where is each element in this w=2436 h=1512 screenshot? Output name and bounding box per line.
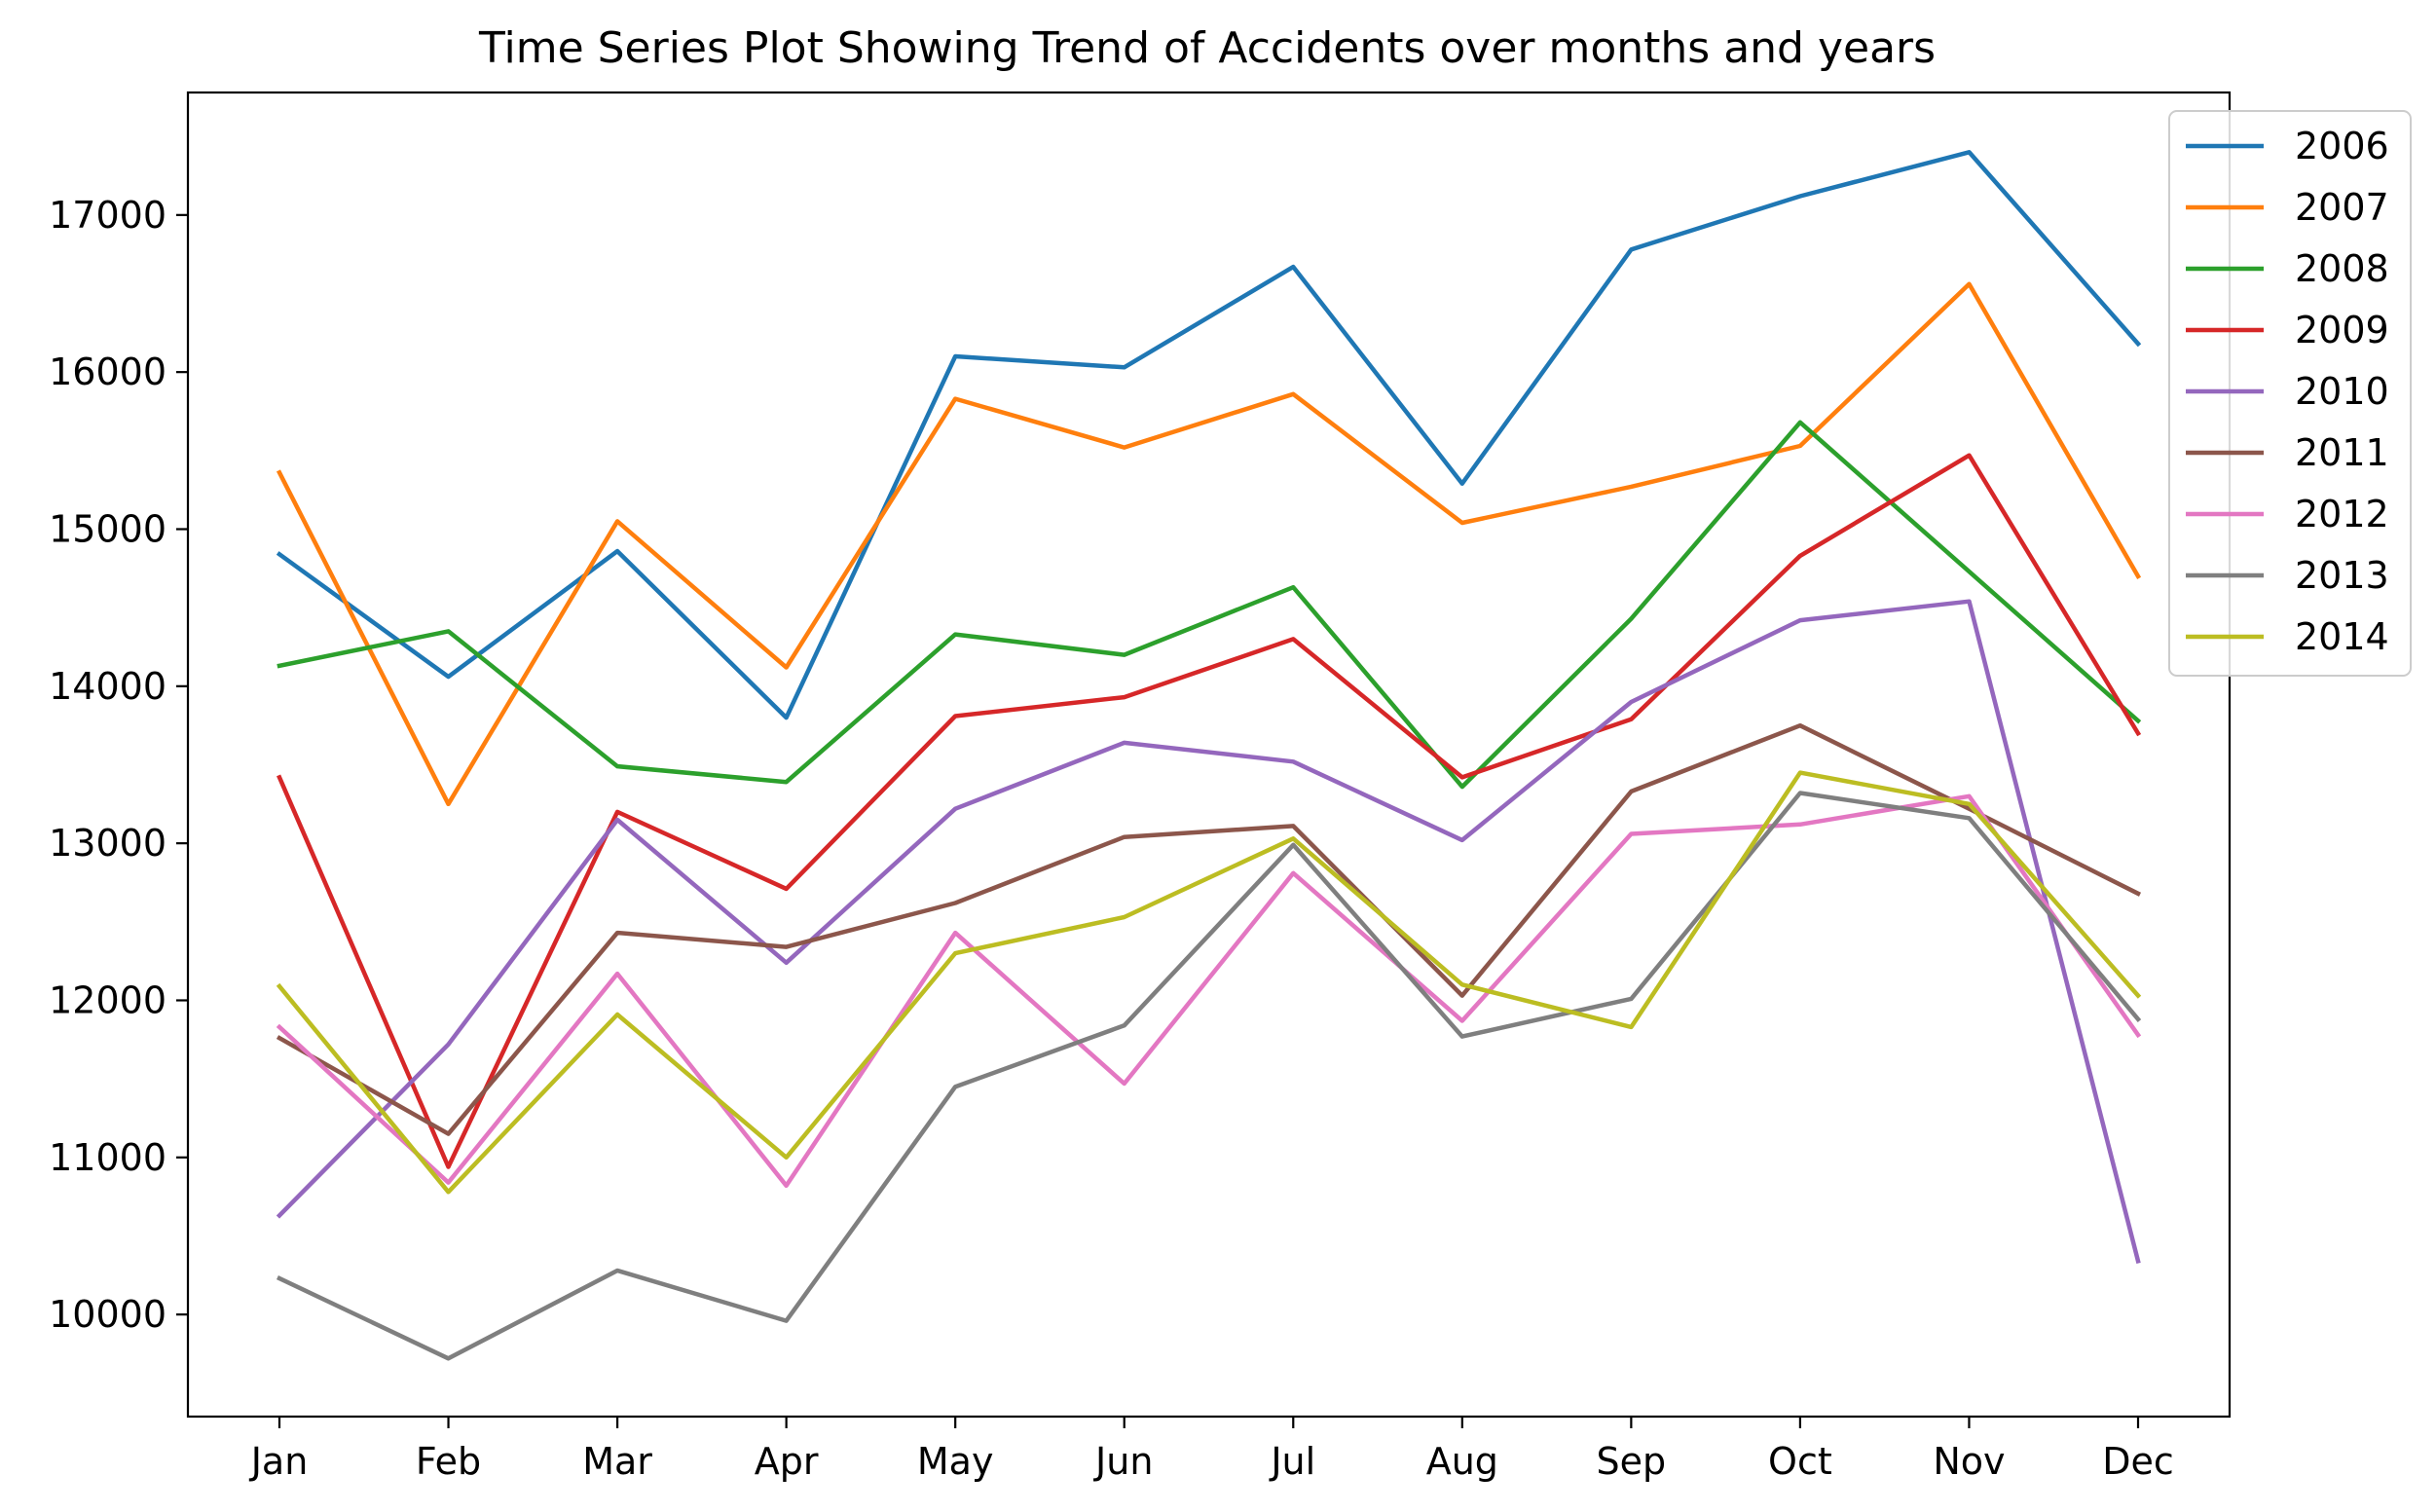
x-tick-label: Aug <box>1426 1440 1498 1483</box>
x-tick-label: Dec <box>2102 1440 2174 1483</box>
y-tick-label: 14000 <box>49 665 166 708</box>
series-lines <box>276 150 2142 1361</box>
x-tick-label: Jun <box>1093 1440 1153 1483</box>
legend-label: 2008 <box>2295 247 2389 290</box>
legend-label: 2010 <box>2295 370 2389 413</box>
legend-box <box>2168 110 2412 677</box>
x-tick-label: Nov <box>1933 1440 2005 1483</box>
y-tick-label: 11000 <box>49 1136 166 1179</box>
series-line-2014 <box>276 770 2142 1195</box>
x-tick-label: Apr <box>755 1440 819 1483</box>
series-line-2007 <box>276 281 2142 807</box>
y-axis: 10000 11000 12000 13000 14000 15000 16000 17000 <box>49 194 188 1336</box>
legend-label: 2014 <box>2295 615 2389 658</box>
plot-area <box>186 91 2232 1419</box>
x-tick-label: May <box>917 1440 994 1483</box>
y-tick-label: 16000 <box>49 350 166 393</box>
legend: 2006 2007 2008 2009 2010 2011 2012 2013 2014 <box>2168 110 2412 677</box>
legend-label: 2006 <box>2295 125 2389 167</box>
x-tick-label: Oct <box>1768 1440 1832 1483</box>
x-tick-label: Mar <box>582 1440 652 1483</box>
x-tick-label: Jan <box>249 1440 309 1483</box>
x-tick-label: Jul <box>1269 1440 1315 1483</box>
series-line-2008 <box>277 420 2142 790</box>
legend-label: 2009 <box>2295 309 2389 351</box>
chart-title: Time Series Plot Showing Trend of Accide… <box>478 23 1936 73</box>
y-tick-label: 12000 <box>49 978 166 1021</box>
x-axis: Jan Feb Mar Apr May Jun Jul Aug Sep Oct Nov Dec <box>249 1417 2174 1483</box>
series-line-2013 <box>277 791 2142 1361</box>
x-tick-label: Sep <box>1597 1440 1667 1483</box>
series-line-2012 <box>276 793 2142 1189</box>
legend-label: 2011 <box>2295 431 2389 474</box>
series-line-2011 <box>276 722 2142 1136</box>
y-tick-label: 10000 <box>49 1293 166 1336</box>
series-line-2009 <box>277 453 2142 1169</box>
y-tick-label: 15000 <box>49 507 166 550</box>
series-line-2006 <box>276 150 2142 720</box>
legend-label: 2013 <box>2295 554 2389 597</box>
y-tick-label: 13000 <box>49 822 166 865</box>
y-tick-label: 17000 <box>49 194 166 237</box>
series-line-2010 <box>276 599 2141 1265</box>
legend-label: 2007 <box>2295 186 2389 229</box>
legend-label: 2012 <box>2295 493 2389 535</box>
x-tick-label: Feb <box>416 1440 481 1483</box>
